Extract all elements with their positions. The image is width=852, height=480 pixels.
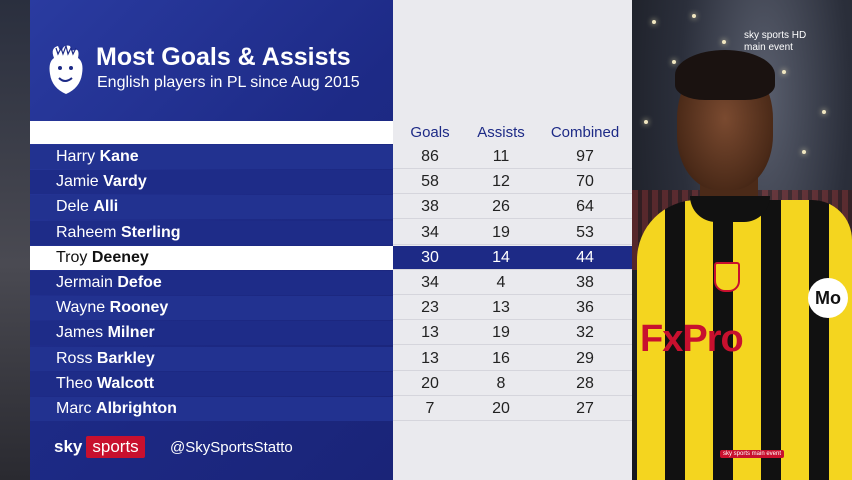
corner-channel-bug: sky sports main event bbox=[720, 450, 785, 458]
combined-value: 97 bbox=[576, 148, 594, 165]
assists-value: 11 bbox=[492, 148, 510, 165]
combined-value: 29 bbox=[576, 349, 594, 367]
player-name: Theo Walcott bbox=[56, 374, 155, 392]
combined-value: 27 bbox=[576, 399, 594, 417]
table-row: Dele Alli 38 26 64 bbox=[30, 195, 632, 220]
assists-value: 20 bbox=[492, 399, 510, 417]
player-name: Raheem Sterling bbox=[56, 223, 181, 241]
table-header: Goals Assists Combined bbox=[30, 121, 632, 144]
sky-sports-logo: sky sports bbox=[52, 436, 145, 458]
table-row: Jamie Vardy 58 12 70 bbox=[30, 170, 632, 195]
table-row: Troy Deeney 30 14 44 bbox=[30, 245, 632, 270]
player-shirt bbox=[637, 200, 852, 480]
goals-value: 30 bbox=[421, 248, 439, 266]
twitter-handle: @SkySportsStatto bbox=[170, 439, 293, 456]
combined-value: 53 bbox=[576, 223, 594, 241]
column-header-combined: Combined bbox=[550, 124, 620, 141]
player-name: Jermain Defoe bbox=[56, 273, 162, 291]
assists-value: 13 bbox=[492, 299, 510, 317]
table-row: Harry Kane 86 11 97 bbox=[30, 145, 632, 169]
assists-value: 19 bbox=[492, 324, 510, 342]
goals-value: 34 bbox=[421, 273, 439, 291]
assists-value: 16 bbox=[492, 349, 510, 367]
table-row: Marc Albrighton 7 20 27 bbox=[30, 396, 632, 421]
premier-league-lion-icon bbox=[49, 44, 83, 94]
page-subtitle: English players in PL since Aug 2015 bbox=[97, 74, 360, 91]
goals-value: 13 bbox=[421, 349, 439, 367]
player-name: Ross Barkley bbox=[56, 349, 155, 367]
table-row: Raheem Sterling 34 19 53 bbox=[30, 220, 632, 245]
channel-bug: sky sports HD main event bbox=[744, 30, 807, 53]
combined-value: 28 bbox=[576, 374, 594, 392]
page-title: Most Goals & Assists bbox=[96, 43, 351, 71]
player-figure: FxPro Mo bbox=[632, 0, 852, 480]
table-row: James Milner 13 19 32 bbox=[30, 321, 632, 346]
graphic-stats-panel bbox=[393, 0, 632, 480]
background-stadium-left bbox=[0, 0, 30, 480]
player-name: Jamie Vardy bbox=[56, 173, 147, 191]
player-photo: FxPro Mo bbox=[632, 0, 852, 480]
column-header-assists: Assists bbox=[477, 124, 525, 141]
sleeve-badge: Mo bbox=[808, 278, 848, 318]
assists-value: 4 bbox=[496, 273, 506, 291]
goals-value: 20 bbox=[421, 374, 439, 392]
player-name: Wayne Rooney bbox=[56, 299, 169, 317]
combined-value: 32 bbox=[576, 324, 594, 342]
goals-value: 86 bbox=[421, 148, 439, 165]
goals-value: 34 bbox=[421, 223, 439, 241]
player-name: Harry Kane bbox=[56, 148, 139, 165]
combined-value: 44 bbox=[576, 248, 594, 266]
goals-value: 13 bbox=[421, 324, 439, 342]
combined-value: 70 bbox=[576, 173, 594, 191]
table-row: Ross Barkley 13 16 29 bbox=[30, 346, 632, 371]
assists-value: 14 bbox=[492, 248, 510, 266]
combined-value: 36 bbox=[576, 299, 594, 317]
goals-value: 23 bbox=[421, 299, 439, 317]
stats-table: Harry Kane 86 11 97 Jamie Vardy 58 12 70 Dele Al… bbox=[30, 145, 632, 422]
column-header-goals: Goals bbox=[410, 124, 450, 141]
assists-value: 19 bbox=[492, 223, 510, 241]
table-row: Theo Walcott 20 8 28 bbox=[30, 371, 632, 396]
shirt-sponsor: FxPro bbox=[640, 318, 744, 360]
combined-value: 64 bbox=[576, 198, 594, 216]
assists-value: 26 bbox=[492, 198, 510, 216]
table-row: Wayne Rooney 23 13 36 bbox=[30, 296, 632, 321]
assists-value: 12 bbox=[492, 173, 510, 191]
combined-value: 38 bbox=[576, 273, 594, 291]
goals-value: 7 bbox=[425, 399, 435, 417]
club-crest-icon bbox=[714, 262, 740, 292]
player-name: Marc Albrighton bbox=[56, 399, 177, 417]
player-name: Dele Alli bbox=[56, 198, 119, 216]
player-name: Troy Deeney bbox=[56, 248, 149, 266]
assists-value: 8 bbox=[496, 374, 506, 392]
goals-value: 58 bbox=[421, 173, 439, 191]
player-name: James Milner bbox=[56, 324, 155, 342]
goals-value: 38 bbox=[421, 198, 439, 216]
table-row: Jermain Defoe 34 4 38 bbox=[30, 270, 632, 295]
